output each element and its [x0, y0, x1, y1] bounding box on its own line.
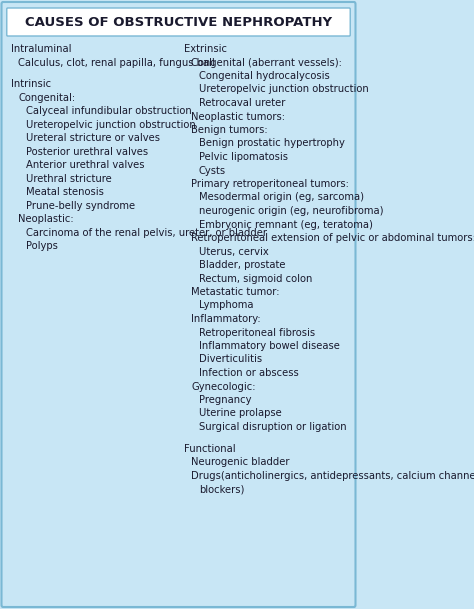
- Text: neurogenic origin (eg, neurofibroma): neurogenic origin (eg, neurofibroma): [199, 206, 383, 216]
- Text: Neurogenic bladder: Neurogenic bladder: [191, 457, 290, 467]
- Text: Drugs(anticholinergics, antidepressants, calcium channel: Drugs(anticholinergics, antidepressants,…: [191, 471, 474, 481]
- Text: Lymphoma: Lymphoma: [199, 300, 253, 311]
- Text: Bladder, prostate: Bladder, prostate: [199, 260, 285, 270]
- Text: Ureteropelvic junction obstruction: Ureteropelvic junction obstruction: [199, 85, 369, 94]
- Text: Calyceal infundibular obstruction: Calyceal infundibular obstruction: [26, 106, 191, 116]
- Text: Intraluminal: Intraluminal: [10, 44, 71, 54]
- Text: Urethral stricture: Urethral stricture: [26, 174, 111, 183]
- Text: Intrinsic: Intrinsic: [10, 79, 51, 89]
- Text: Functional: Functional: [184, 443, 236, 454]
- Text: Benign tumors:: Benign tumors:: [191, 125, 268, 135]
- Text: Primary retroperitoneal tumors:: Primary retroperitoneal tumors:: [191, 179, 349, 189]
- Text: Pelvic lipomatosis: Pelvic lipomatosis: [199, 152, 288, 162]
- Text: Prune-belly syndrome: Prune-belly syndrome: [26, 200, 135, 211]
- Text: Cysts: Cysts: [199, 166, 226, 175]
- FancyBboxPatch shape: [7, 8, 350, 36]
- Text: Retroperitoneal extension of pelvic or abdominal tumors:: Retroperitoneal extension of pelvic or a…: [191, 233, 474, 243]
- Text: Embryonic remnant (eg, teratoma): Embryonic remnant (eg, teratoma): [199, 219, 373, 230]
- Text: Posterior urethral valves: Posterior urethral valves: [26, 147, 148, 157]
- Text: Neoplastic tumors:: Neoplastic tumors:: [191, 111, 285, 122]
- Text: Congenital (aberrant vessels):: Congenital (aberrant vessels):: [191, 57, 342, 68]
- Text: Uterus, cervix: Uterus, cervix: [199, 247, 269, 256]
- Text: Polyps: Polyps: [26, 241, 57, 251]
- Text: Inflammatory bowel disease: Inflammatory bowel disease: [199, 341, 340, 351]
- Text: Carcinoma of the renal pelvis, ureter, or bladder: Carcinoma of the renal pelvis, ureter, o…: [26, 228, 266, 238]
- Text: Retrocaval ureter: Retrocaval ureter: [199, 98, 285, 108]
- Text: Anterior urethral valves: Anterior urethral valves: [26, 160, 144, 170]
- Text: Uterine prolapse: Uterine prolapse: [199, 409, 282, 418]
- Text: Meatal stenosis: Meatal stenosis: [26, 187, 103, 197]
- Text: Benign prostatic hypertrophy: Benign prostatic hypertrophy: [199, 138, 345, 149]
- Text: Inflammatory:: Inflammatory:: [191, 314, 261, 324]
- Text: blockers): blockers): [199, 484, 244, 494]
- FancyBboxPatch shape: [1, 2, 356, 607]
- Text: Rectum, sigmoid colon: Rectum, sigmoid colon: [199, 273, 312, 284]
- Text: Neoplastic:: Neoplastic:: [18, 214, 73, 224]
- Text: Extrinsic: Extrinsic: [184, 44, 227, 54]
- Text: Gynecologic:: Gynecologic:: [191, 381, 256, 392]
- Text: Retroperitoneal fibrosis: Retroperitoneal fibrosis: [199, 328, 315, 337]
- Text: Surgical disruption or ligation: Surgical disruption or ligation: [199, 422, 346, 432]
- Text: Ureteral stricture or valves: Ureteral stricture or valves: [26, 133, 160, 143]
- Text: Mesodermal origin (eg, sarcoma): Mesodermal origin (eg, sarcoma): [199, 192, 364, 203]
- Text: Ureteropelvic junction obstruction: Ureteropelvic junction obstruction: [26, 119, 195, 130]
- Text: Congenital:: Congenital:: [18, 93, 75, 102]
- Text: Infection or abscess: Infection or abscess: [199, 368, 299, 378]
- Text: Congenital hydrocalycosis: Congenital hydrocalycosis: [199, 71, 329, 81]
- Text: Pregnancy: Pregnancy: [199, 395, 251, 405]
- Text: CAUSES OF OBSTRUCTIVE NEPHROPATHY: CAUSES OF OBSTRUCTIVE NEPHROPATHY: [25, 15, 332, 29]
- Text: Metastatic tumor:: Metastatic tumor:: [191, 287, 280, 297]
- Text: Diverticulitis: Diverticulitis: [199, 354, 262, 365]
- Text: Calculus, clot, renal papilla, fungus ball: Calculus, clot, renal papilla, fungus ba…: [18, 57, 215, 68]
